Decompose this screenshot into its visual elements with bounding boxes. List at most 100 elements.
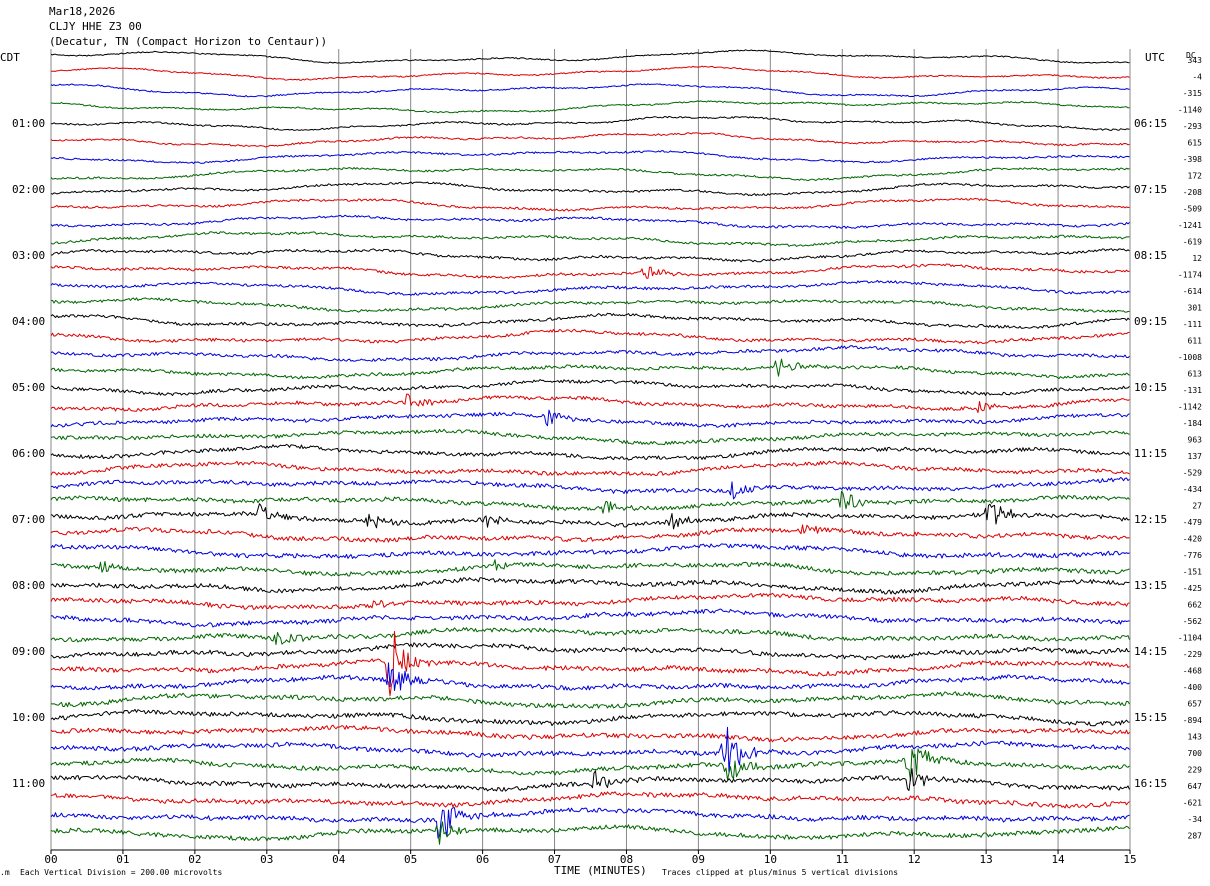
trace-20 <box>50 358 1130 380</box>
dc-offset-label: -1008 <box>1178 353 1202 362</box>
left-time-label: 04:00 <box>12 315 45 328</box>
x-tick-label-06: 06 <box>476 853 489 866</box>
trace-30 <box>50 524 1130 543</box>
x-tick-label-02: 02 <box>188 853 201 866</box>
dc-offset-label: 700 <box>1188 749 1203 758</box>
trace-37 <box>50 642 1130 661</box>
dc-label: DC <box>1186 51 1196 60</box>
x-tick-label-09: 09 <box>692 853 705 866</box>
dc-offset-label: -894 <box>1183 716 1202 725</box>
dc-offset-label: -619 <box>1183 238 1202 247</box>
seismic-traces <box>50 49 1130 845</box>
x-tick-label-01: 01 <box>116 853 129 866</box>
vertical-division-note: Each Vertical Division = 200.00 microvol… <box>20 868 222 877</box>
trace-11 <box>50 214 1130 229</box>
dc-offset-label: 963 <box>1188 436 1203 445</box>
left-time-label: 02:00 <box>12 183 45 196</box>
trace-7 <box>50 150 1130 164</box>
dc-offset-label: -1104 <box>1178 634 1202 643</box>
trace-44 <box>50 748 1130 782</box>
corner-mark: .m <box>0 868 10 877</box>
trace-3 <box>50 83 1130 98</box>
x-tick-label-10: 10 <box>764 853 777 866</box>
dc-offset-label: -420 <box>1183 535 1202 544</box>
right-time-label: 13:15 <box>1134 579 1167 592</box>
dc-offset-label: -131 <box>1183 386 1202 395</box>
dc-offset-label: -1241 <box>1178 221 1202 230</box>
trace-48 <box>50 821 1130 845</box>
trace-26 <box>50 460 1130 477</box>
trace-32 <box>50 559 1130 577</box>
x-tick-label-00: 00 <box>44 853 57 866</box>
dc-offset-label: -434 <box>1183 485 1202 494</box>
dc-offset-label: 647 <box>1188 782 1203 791</box>
trace-8 <box>50 167 1130 181</box>
dc-offset-label: 287 <box>1188 832 1203 841</box>
dc-offset-label: -229 <box>1183 650 1202 659</box>
trace-24 <box>50 428 1130 446</box>
clipping-note: Traces clipped at plus/minus 5 vertical … <box>662 868 898 877</box>
dc-offset-label: 301 <box>1188 304 1203 313</box>
left-time-label: 10:00 <box>12 711 45 724</box>
trace-5 <box>51 115 1130 131</box>
trace-27 <box>50 477 1130 500</box>
trace-22 <box>50 393 1130 414</box>
x-tick-label-05: 05 <box>404 853 417 866</box>
trace-4 <box>50 100 1130 114</box>
trace-21 <box>50 379 1130 396</box>
dc-offset-label: -293 <box>1183 122 1202 131</box>
x-tick-label-11: 11 <box>836 853 849 866</box>
dc-offset-label: 12 <box>1192 254 1202 263</box>
dc-offset-label: 143 <box>1188 733 1203 742</box>
trace-33 <box>50 577 1130 595</box>
trace-42 <box>50 724 1130 743</box>
header-date: Mar18,2026 <box>49 5 116 18</box>
trace-45 <box>50 768 1130 792</box>
right-time-label: 15:15 <box>1134 711 1167 724</box>
dc-offset-label: -621 <box>1183 799 1202 808</box>
dc-offset-label: 615 <box>1188 139 1203 148</box>
dc-offset-label: -425 <box>1183 584 1202 593</box>
dc-offset-label: -184 <box>1183 419 1202 428</box>
trace-36 <box>50 627 1130 646</box>
trace-34 <box>50 592 1130 610</box>
x-tick-label-07: 07 <box>548 853 561 866</box>
left-timezone-label: CDT <box>0 51 20 64</box>
x-tick-label-04: 04 <box>332 853 346 866</box>
trace-46 <box>50 791 1130 809</box>
trace-19 <box>50 345 1130 362</box>
left-time-label: 06:00 <box>12 447 45 460</box>
trace-31 <box>50 543 1130 559</box>
dc-offset-label: -1140 <box>1178 106 1202 115</box>
dc-offset-label: -1174 <box>1178 271 1202 280</box>
dc-offset-label: -529 <box>1183 469 1202 478</box>
right-time-label: 16:15 <box>1134 777 1167 790</box>
left-time-label: 05:00 <box>12 381 45 394</box>
right-time-label: 14:15 <box>1134 645 1167 658</box>
dc-offset-label: 229 <box>1188 766 1203 775</box>
dc-offset-label: 343 <box>1188 56 1203 65</box>
dc-offset-label: 657 <box>1188 700 1203 709</box>
dc-offset-label: 137 <box>1188 452 1203 461</box>
header-location: (Decatur, TN (Compact Horizon to Centaur… <box>49 35 328 48</box>
trace-35 <box>50 608 1130 628</box>
dc-offset-label: -509 <box>1183 205 1202 214</box>
trace-12 <box>50 231 1130 247</box>
trace-9 <box>50 181 1130 197</box>
left-time-label: 09:00 <box>12 645 45 658</box>
x-tick-label-08: 08 <box>620 853 633 866</box>
dc-offset-label: -562 <box>1183 617 1202 626</box>
right-time-label: 10:15 <box>1134 381 1167 394</box>
dc-offset-label: -776 <box>1183 551 1202 560</box>
right-time-label: 07:15 <box>1134 183 1167 196</box>
dc-offset-label: -208 <box>1183 188 1202 197</box>
dc-offset-label: 611 <box>1188 337 1203 346</box>
trace-23 <box>50 409 1130 428</box>
dc-offset-label: -315 <box>1183 89 1202 98</box>
trace-47 <box>50 807 1130 839</box>
trace-14 <box>50 263 1130 279</box>
right-time-label: 08:15 <box>1134 249 1167 262</box>
left-time-label: 11:00 <box>12 777 45 790</box>
x-tick-label-15: 15 <box>1123 853 1136 866</box>
trace-6 <box>50 132 1130 148</box>
